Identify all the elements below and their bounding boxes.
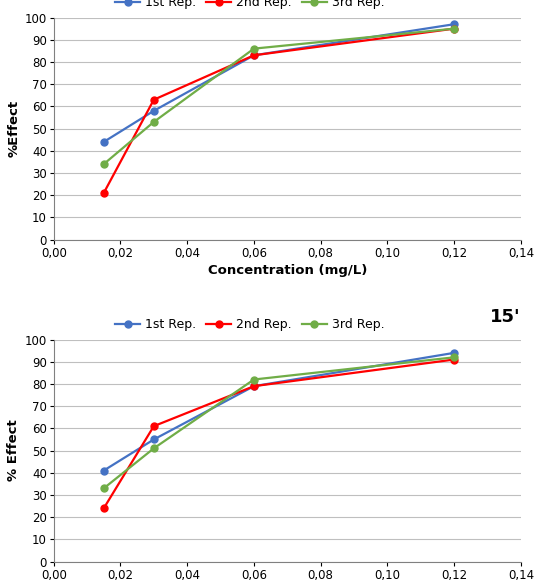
Y-axis label: % Effect: % Effect: [8, 419, 20, 481]
Line: 2nd Rep.: 2nd Rep.: [100, 356, 458, 512]
Legend: 1st Rep., 2nd Rep., 3rd Rep.: 1st Rep., 2nd Rep., 3rd Rep.: [115, 318, 384, 331]
Legend: 1st Rep., 2nd Rep., 3rd Rep.: 1st Rep., 2nd Rep., 3rd Rep.: [115, 0, 384, 9]
Y-axis label: %Effect: %Effect: [8, 100, 20, 157]
3rd Rep.: [251, 376, 257, 383]
1st Rep.: [451, 349, 458, 356]
2nd Rep.: [451, 25, 458, 32]
X-axis label: Concentration (mg/L): Concentration (mg/L): [208, 264, 367, 277]
Line: 3rd Rep.: 3rd Rep.: [100, 354, 458, 492]
Text: 15': 15': [490, 308, 521, 326]
2nd Rep.: [251, 52, 257, 59]
2nd Rep.: [100, 190, 107, 197]
3rd Rep.: [100, 161, 107, 168]
Line: 1st Rep.: 1st Rep.: [100, 349, 458, 474]
Text: 5': 5': [503, 0, 521, 4]
1st Rep.: [100, 467, 107, 474]
3rd Rep.: [451, 354, 458, 361]
1st Rep.: [100, 139, 107, 146]
Line: 3rd Rep.: 3rd Rep.: [100, 25, 458, 167]
2nd Rep.: [150, 422, 157, 429]
3rd Rep.: [451, 25, 458, 32]
1st Rep.: [251, 383, 257, 390]
1st Rep.: [150, 436, 157, 443]
3rd Rep.: [100, 485, 107, 492]
2nd Rep.: [451, 356, 458, 363]
1st Rep.: [251, 52, 257, 59]
2nd Rep.: [251, 383, 257, 390]
3rd Rep.: [251, 45, 257, 52]
2nd Rep.: [100, 505, 107, 512]
1st Rep.: [451, 20, 458, 27]
2nd Rep.: [150, 96, 157, 103]
3rd Rep.: [150, 118, 157, 125]
1st Rep.: [150, 107, 157, 114]
Line: 2nd Rep.: 2nd Rep.: [100, 25, 458, 197]
Line: 1st Rep.: 1st Rep.: [100, 20, 458, 146]
3rd Rep.: [150, 445, 157, 452]
